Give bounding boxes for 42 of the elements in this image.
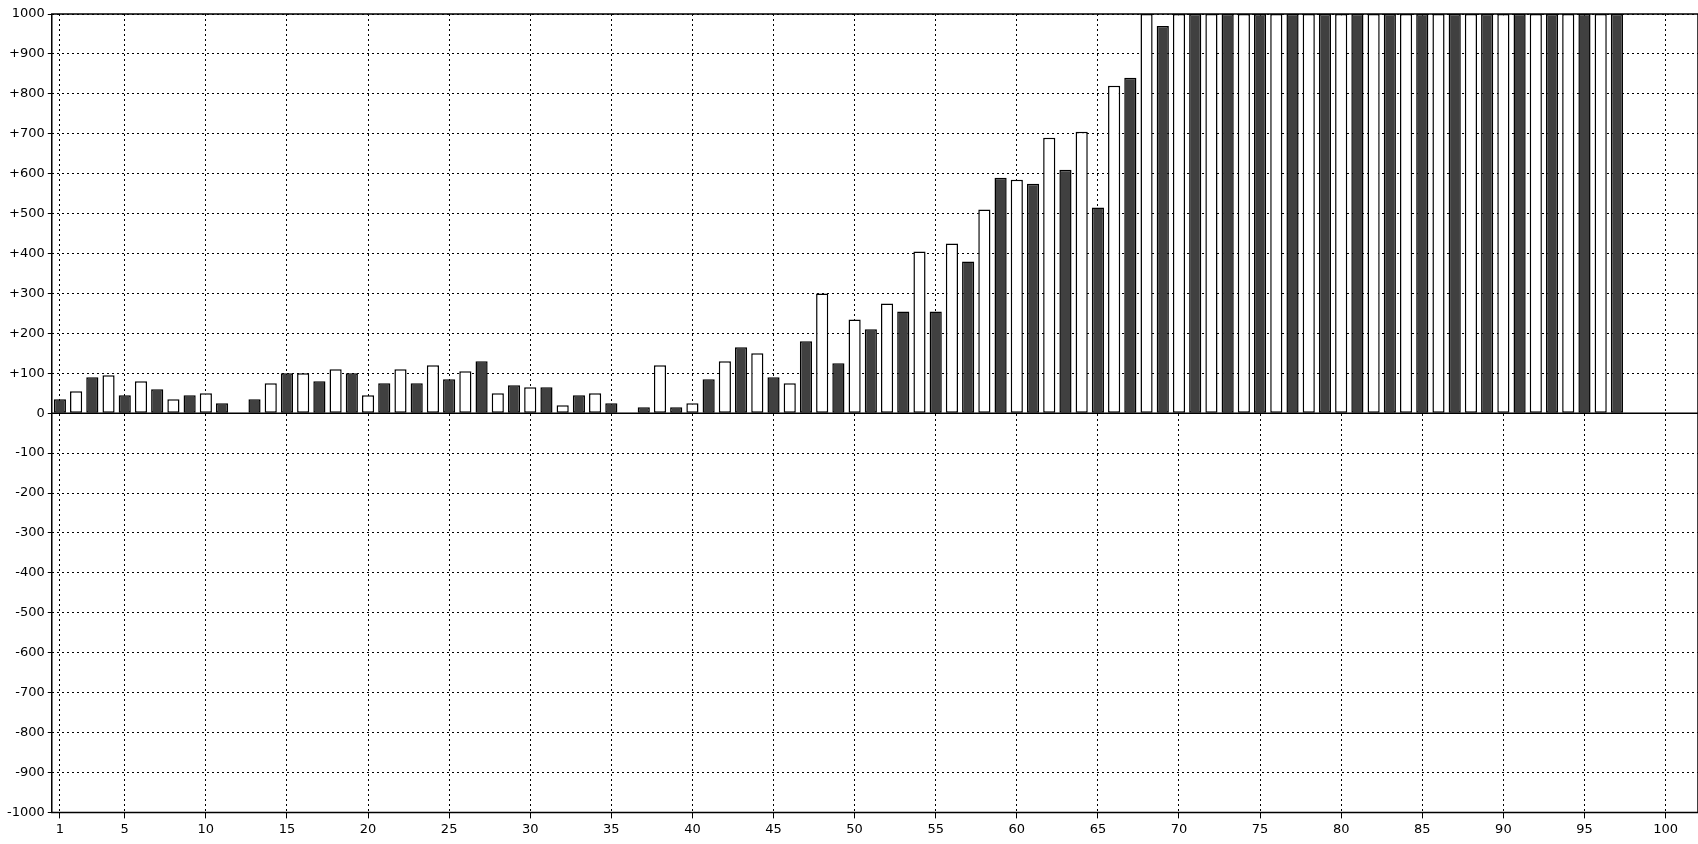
y-tick-label: -500 [15, 604, 45, 620]
x-tick-label: 80 [1332, 820, 1350, 836]
x-tick-label: 5 [120, 820, 129, 836]
y-tick-label: -400 [15, 564, 45, 580]
y-tick-label: 1000 [11, 5, 45, 21]
y-tick-label: -200 [15, 484, 45, 500]
y-tick-label: -100 [15, 444, 45, 460]
x-tick-label: 1 [55, 820, 65, 836]
x-tick-label: 25 [440, 820, 458, 836]
y-tick-label: -300 [15, 524, 45, 540]
x-tick-label: 20 [359, 820, 377, 836]
y-tick-label: -600 [15, 644, 45, 660]
x-tick-label: 50 [846, 820, 863, 836]
x-tick-label: 40 [684, 820, 701, 836]
x-tick-label: 30 [521, 820, 539, 836]
y-tick-label: +500 [9, 204, 45, 220]
y-tick-label: 0 [36, 404, 45, 420]
x-tick-label: 85 [1414, 820, 1431, 836]
x-tick-label: 35 [603, 820, 620, 836]
y-tick-label: -700 [15, 684, 45, 700]
x-tick-label: 15 [278, 820, 296, 836]
x-tick-label: 100 [1653, 820, 1678, 836]
y-tick-label: +600 [9, 165, 45, 181]
x-tick-label: 65 [1089, 820, 1107, 836]
x-tick-label: 95 [1576, 820, 1593, 836]
x-tick-label: 45 [765, 820, 782, 836]
y-tick-label: +900 [9, 45, 45, 61]
x-tick-label: 90 [1495, 820, 1512, 836]
x-tick-label: 70 [1170, 820, 1188, 836]
y-tick-label: +400 [9, 244, 45, 260]
y-tick-label: -800 [15, 723, 45, 739]
x-tick-label: 60 [1008, 820, 1026, 836]
y-tick-label: -1000 [6, 803, 45, 819]
y-tick-label: +700 [9, 125, 45, 141]
y-tick-label: +100 [9, 364, 45, 380]
x-tick-label: 75 [1251, 820, 1269, 836]
y-tick-label: +300 [9, 284, 45, 300]
y-tick-label: +200 [9, 324, 45, 340]
x-tick-label: 55 [927, 820, 944, 836]
x-tick-label: 10 [197, 820, 215, 836]
y-tick-label: +800 [9, 85, 45, 101]
y-tick-label: -900 [15, 763, 45, 779]
